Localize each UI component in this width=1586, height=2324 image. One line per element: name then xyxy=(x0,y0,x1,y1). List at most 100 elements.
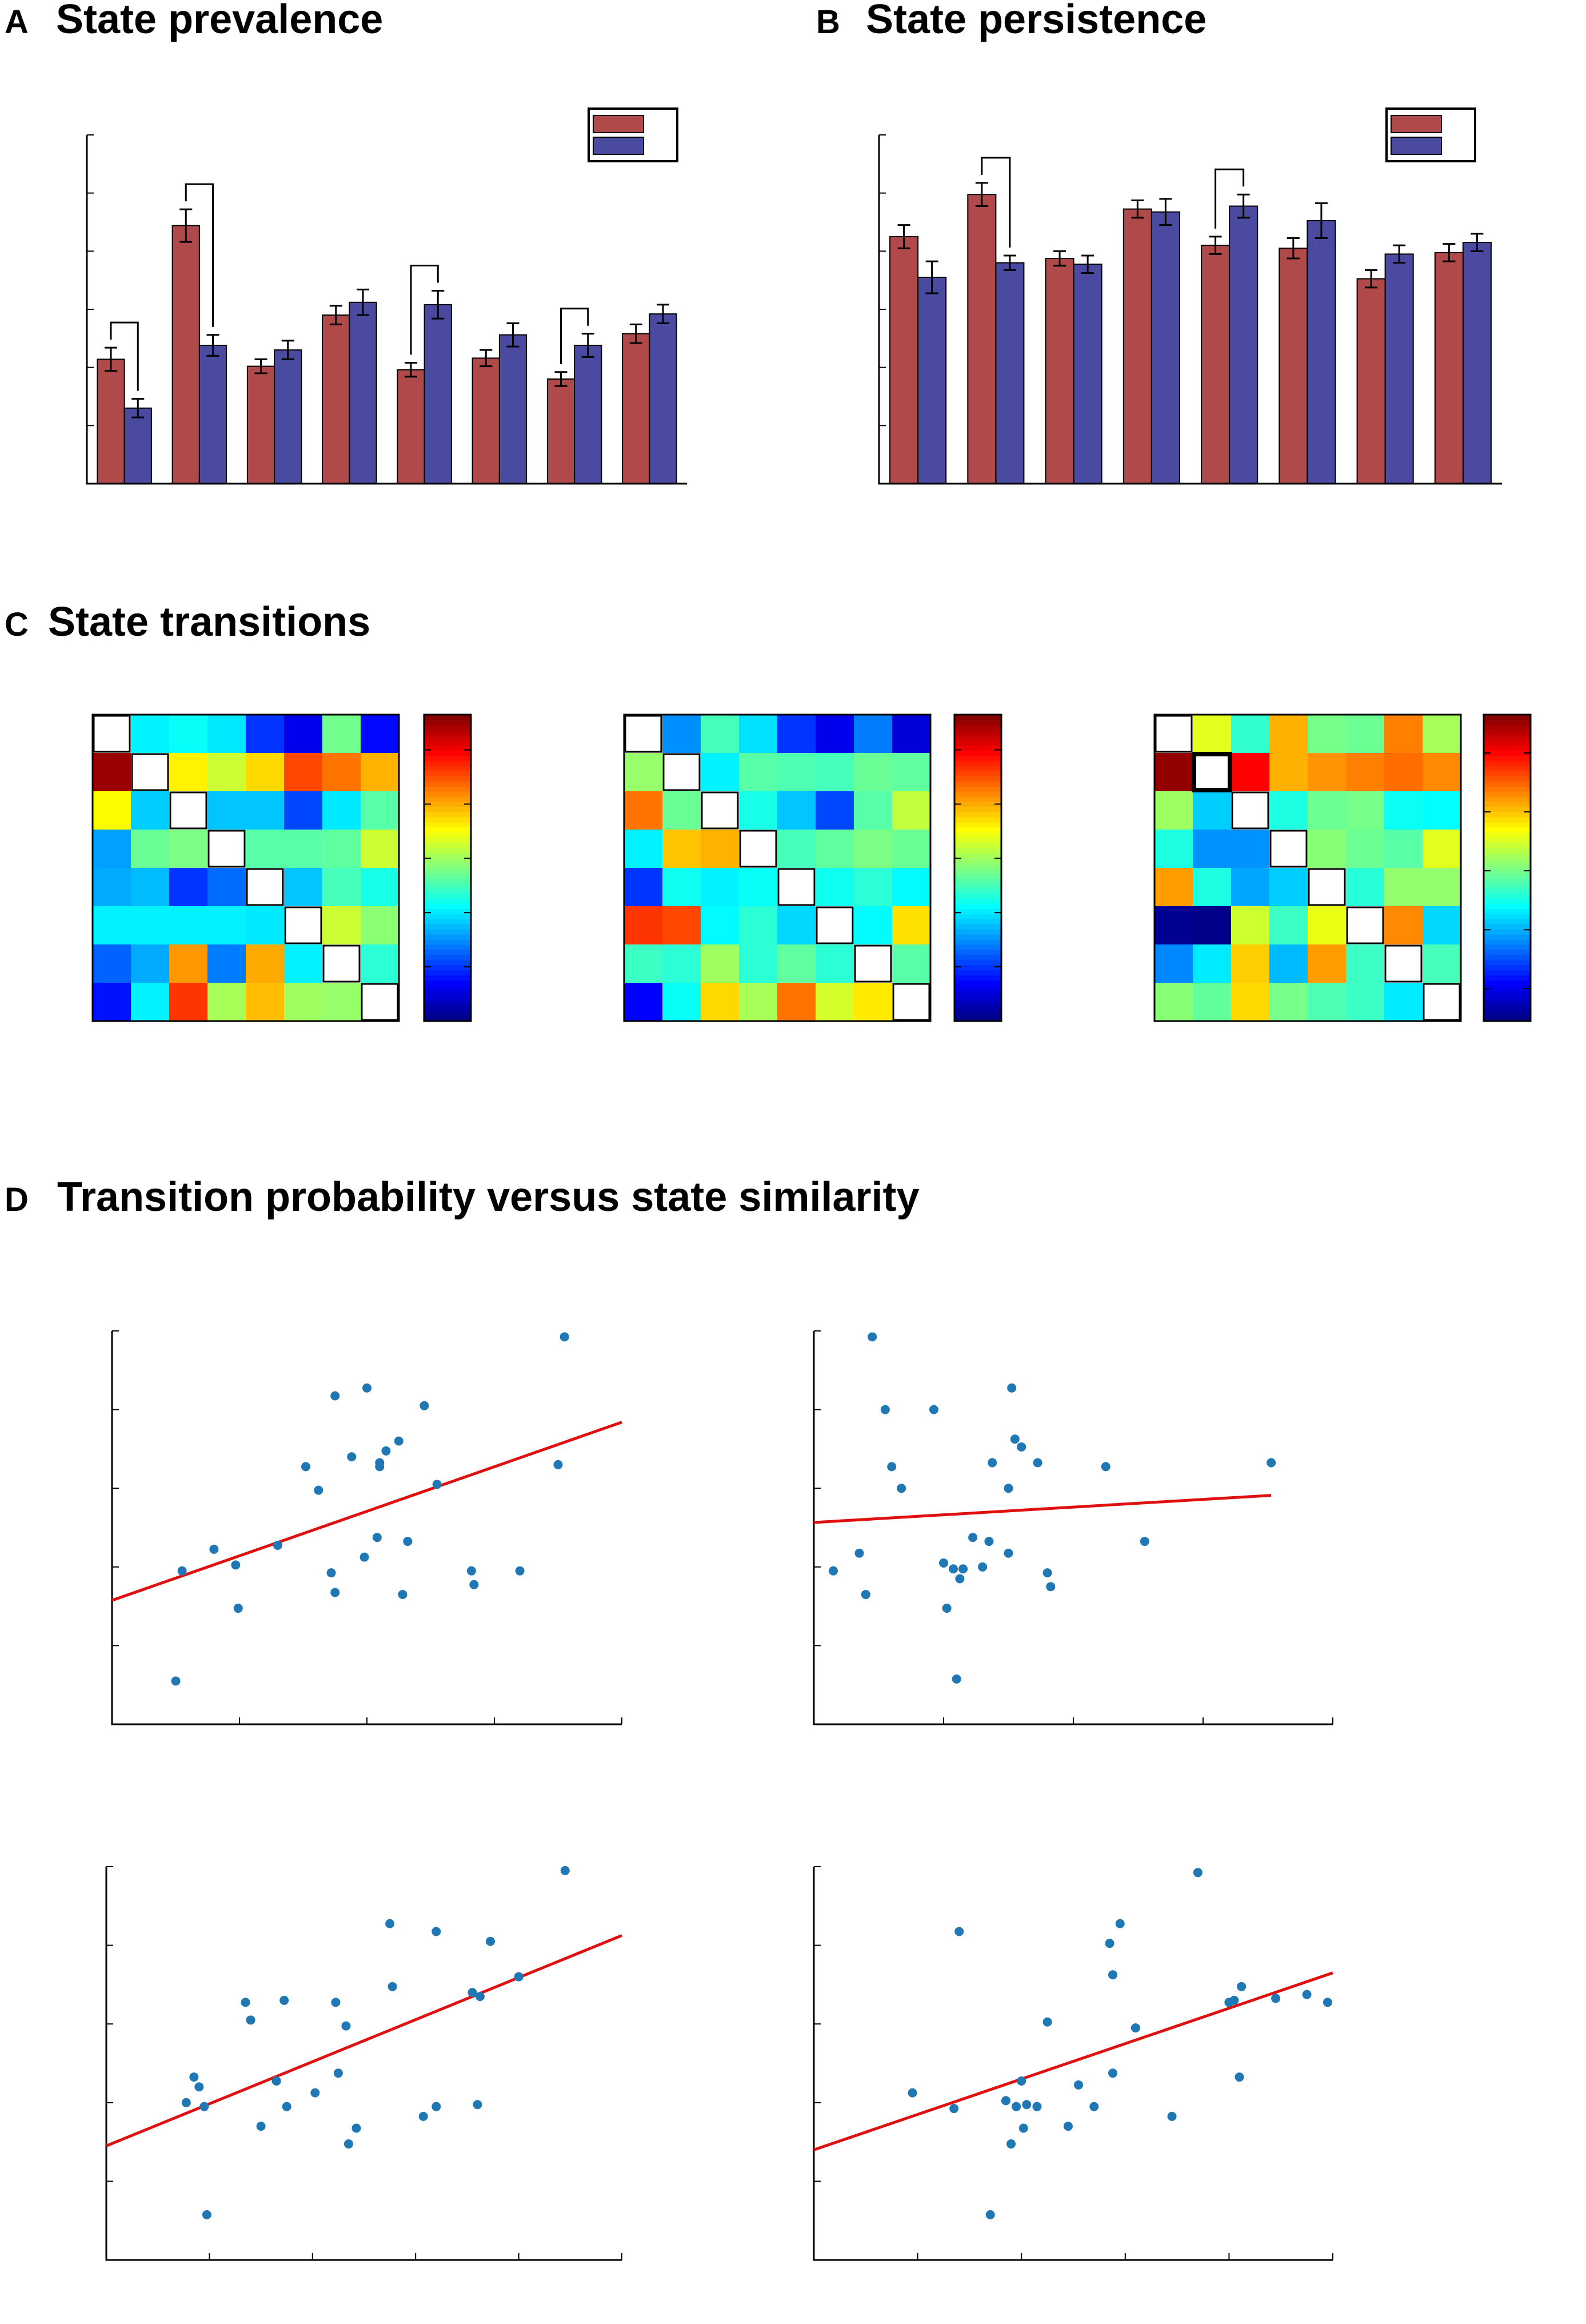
prevalence-errorbar-sz-8 xyxy=(657,304,669,324)
scatter-phase-point-10 xyxy=(330,1588,340,1597)
persistence-errorbar-sz-7 xyxy=(1393,244,1406,264)
scatter-prevalence-point-26 xyxy=(514,1972,524,1982)
prevalence-errorbar-sz-1 xyxy=(131,398,145,418)
transitions-diff-colorbar-step xyxy=(1484,929,1531,935)
panel-d-title: Transition probability versus state simi… xyxy=(57,1174,919,1220)
transitions-sz-diagonal-5 xyxy=(777,868,816,906)
transitions-diff-cell-2-2 xyxy=(1193,753,1231,791)
transitions-hc-diagonal-4 xyxy=(207,830,246,868)
transitions-hc-diagonal-5 xyxy=(246,868,284,906)
persistence-bar-hc-7 xyxy=(1356,278,1386,484)
transitions-sz-colorbar xyxy=(953,713,1002,1022)
transitions-diff-cell-1-5 xyxy=(1308,715,1346,753)
scatter-activity-point-27 xyxy=(1140,1537,1149,1546)
transitions-diff-cell-3-4 xyxy=(1269,791,1308,830)
transitions-diff-cell-3-1 xyxy=(1154,791,1193,830)
scatter-persistence-point-25 xyxy=(1237,1982,1247,1991)
transitions-sz-colorbar-step xyxy=(954,811,1001,818)
transitions-sz-colorbar-step xyxy=(954,914,1001,919)
scatter-persistence-point-5 xyxy=(1006,2139,1016,2149)
transitions-diff-colorbar-step xyxy=(1484,745,1531,751)
scatter-persistence-point-26 xyxy=(1271,1994,1281,2003)
transitions-hc-colorbar-step xyxy=(424,964,471,971)
scatter-prevalence-point-15 xyxy=(343,2139,353,2149)
scatter-activity-point-19 xyxy=(1004,1548,1013,1558)
transitions-hc-colorbar-step xyxy=(424,863,471,868)
transitions-sz-cell-1-7 xyxy=(854,715,892,753)
transitions-sz-colorbar-step xyxy=(954,1016,1001,1022)
persistence-bar-sz-2 xyxy=(995,262,1025,484)
scatter-prevalence-fit-line xyxy=(106,1934,622,2147)
transitions-sz-cell-4-1 xyxy=(624,830,662,868)
transitions-diff-colorbar-step xyxy=(1484,863,1531,868)
transitions-diff-colorbar-step xyxy=(1484,878,1531,884)
transitions-hc-colorbar-step xyxy=(424,872,471,879)
transitions-diff-colorbar-step xyxy=(1484,893,1531,899)
panel-a-title: State prevalence xyxy=(56,0,383,42)
transitions-diff-colorbar-step xyxy=(1484,811,1531,818)
scatter-prevalence-point-5 xyxy=(241,1998,250,2007)
prevalence-errorbar-hc-8 xyxy=(629,323,642,344)
scatter-activity-chart xyxy=(813,1330,1333,1725)
transitions-sz-colorbar-step xyxy=(954,735,1001,741)
prevalence-errorbar-hc-2 xyxy=(179,208,193,243)
prevalence-bar-sz-7 xyxy=(574,345,602,484)
scatter-phase-fit-line xyxy=(111,1421,622,1602)
prevalence-sig-bracket-7 xyxy=(560,308,589,364)
transitions-sz-cell-2-8 xyxy=(892,753,930,791)
prevalence-bar-sz-4 xyxy=(349,301,377,484)
scatter-prevalence-point-8 xyxy=(271,2076,281,2086)
transitions-diff-cell-4-5 xyxy=(1308,830,1346,868)
transitions-hc-cell-8-4 xyxy=(207,983,246,1021)
scatter-activity-point-21 xyxy=(1010,1434,1020,1444)
prevalence-bar-sz-1 xyxy=(123,407,152,484)
scatter-phase-point-27 xyxy=(560,1332,569,1342)
transitions-hc-cell-5-4 xyxy=(207,868,246,906)
scatter-persistence-point-2 xyxy=(954,1927,964,1936)
transitions-sz-cell-1-8 xyxy=(892,715,930,753)
transitions-sz-colorbar-step xyxy=(954,883,1001,889)
transitions-hc-cell-6-1 xyxy=(93,906,131,944)
transitions-diff-colorbar-step xyxy=(1484,898,1531,904)
transitions-diff-colorbar-step xyxy=(1484,827,1531,833)
transitions-sz-cell-5-3 xyxy=(701,868,739,906)
transitions-sz-cell-7-7 xyxy=(854,944,892,983)
persistence-bar-hc-3 xyxy=(1045,258,1074,484)
transitions-hc-colorbar-step xyxy=(424,919,471,924)
transitions-sz-cell-1-5 xyxy=(777,715,816,753)
transitions-sz-cell-8-7 xyxy=(854,983,892,1021)
prevalence-errorbar-hc-7 xyxy=(554,371,568,387)
transitions-hc-cell-2-5 xyxy=(246,753,284,791)
scatter-prevalence-point-7 xyxy=(256,2122,266,2131)
transitions-hc-colorbar-step xyxy=(424,715,471,720)
transitions-hc-colorbar-step xyxy=(424,786,471,792)
prevalence-bar-hc-5 xyxy=(397,369,425,484)
transitions-sz-cell-7-4 xyxy=(739,944,777,983)
transitions-sz-cell-4-2 xyxy=(662,830,701,868)
transitions-sz-colorbar-step xyxy=(954,852,1001,858)
transitions-sz-cell-8-6 xyxy=(816,983,854,1021)
persistence-errorbar-hc-3 xyxy=(1053,250,1066,267)
transitions-sz-colorbar-step xyxy=(954,975,1001,981)
transitions-sz-colorbar-step xyxy=(954,806,1001,812)
prevalence-errorbar-sz-4 xyxy=(357,288,369,316)
prevalence-bar-hc-8 xyxy=(622,333,650,484)
transitions-sz-colorbar-step xyxy=(954,827,1001,833)
scatter-prevalence-point-21 xyxy=(432,2102,441,2111)
scatter-persistence-point-28 xyxy=(1323,1998,1332,2007)
transitions-sz-colorbar-step xyxy=(954,919,1001,924)
transitions-hc-cell-6-7 xyxy=(322,906,361,944)
transitions-sz-colorbar-step xyxy=(954,832,1001,838)
scatter-persistence-point-11 xyxy=(1042,2017,1052,2027)
transitions-sz-cell-2-5 xyxy=(777,753,816,791)
transitions-hc-colorbar-step xyxy=(424,939,471,945)
scatter-phase-point-6 xyxy=(301,1462,310,1472)
transitions-hc-cell-5-1 xyxy=(93,868,131,906)
transitions-hc-colorbar-step xyxy=(424,801,471,807)
transitions-hc-cell-1-5 xyxy=(246,715,284,753)
transitions-diff-cell-6-4 xyxy=(1269,906,1308,944)
transitions-hc-cell-4-2 xyxy=(131,830,169,868)
transitions-diff-cell-4-4 xyxy=(1269,830,1308,868)
persistence-errorbar-sz-6 xyxy=(1315,202,1328,239)
